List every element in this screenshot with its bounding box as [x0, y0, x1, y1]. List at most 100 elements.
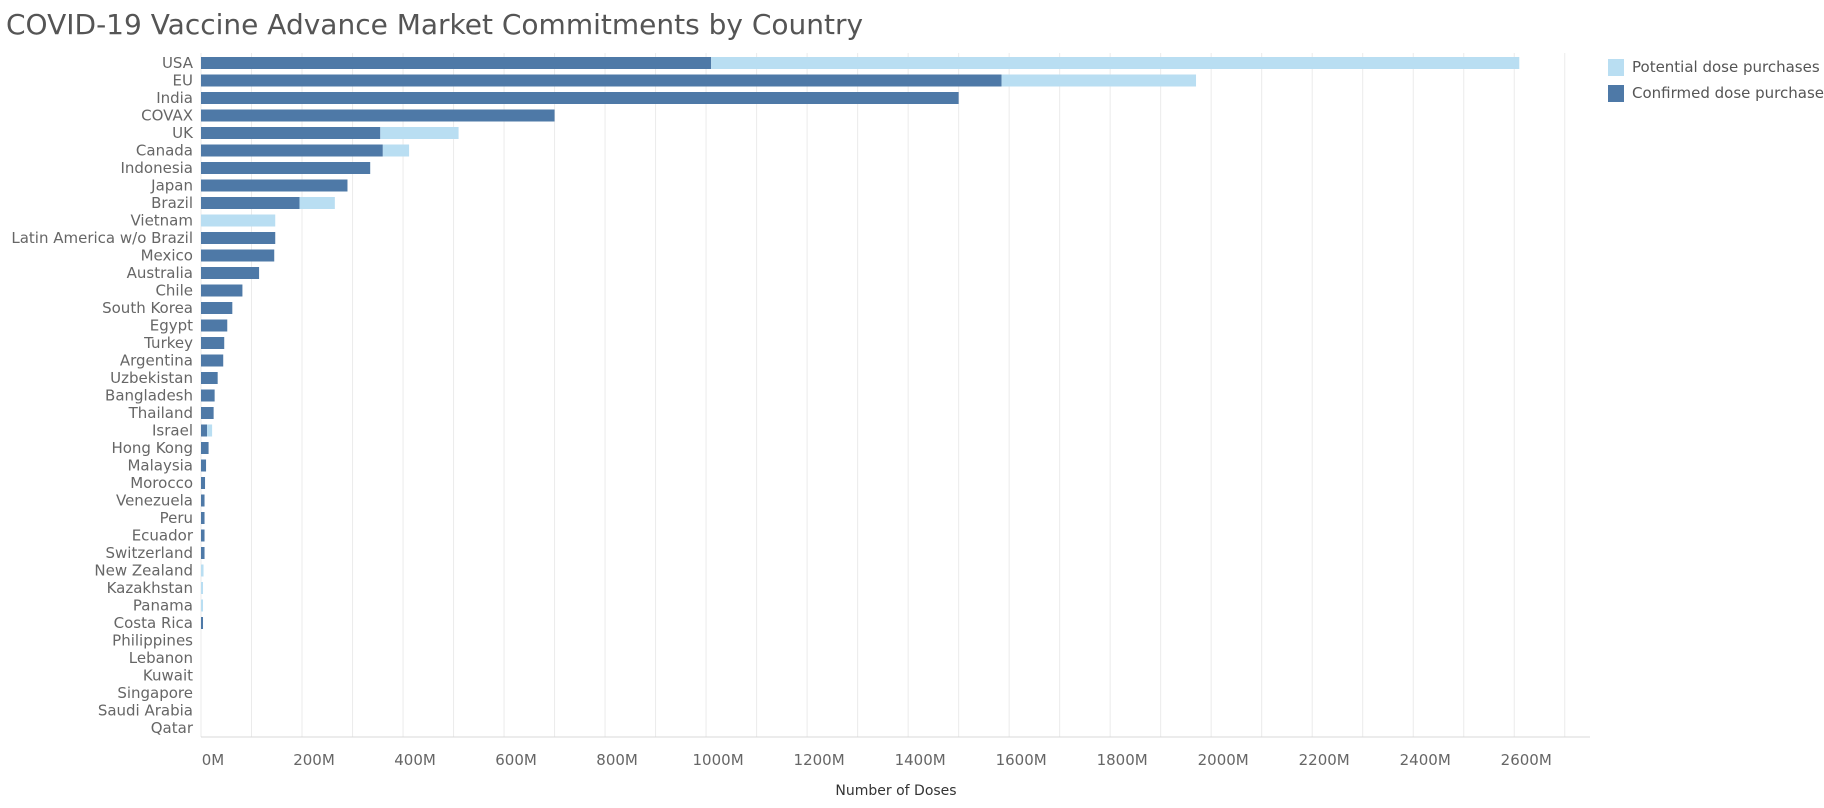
bar-confirmed[interactable] — [201, 162, 371, 174]
bar-confirmed[interactable] — [201, 144, 383, 157]
x-tick-label: 200M — [293, 751, 335, 769]
bar-potential[interactable] — [201, 582, 204, 594]
bar-confirmed[interactable] — [201, 354, 224, 367]
category-label: Kuwait — [143, 667, 193, 685]
x-tick-label: 800M — [596, 751, 638, 769]
bar-potential[interactable] — [1001, 74, 1197, 87]
bar-confirmed[interactable] — [201, 337, 225, 349]
page-title: COVID-19 Vaccine Advance Market Commitme… — [6, 8, 864, 41]
category-label: Lebanon — [129, 649, 193, 667]
bar-confirmed[interactable] — [201, 109, 555, 122]
category-label: South Korea — [102, 299, 193, 317]
x-tick-label: 1000M — [693, 751, 744, 769]
category-label: Bangladesh — [105, 387, 193, 405]
category-label: UK — [172, 124, 194, 142]
bar-confirmed[interactable] — [201, 459, 207, 472]
bar-potential[interactable] — [380, 127, 459, 139]
category-label: Ecuador — [132, 527, 194, 545]
category-label: Kazakhstan — [107, 579, 193, 597]
x-tick-label: 2600M — [1501, 751, 1552, 769]
category-label: Uzbekistan — [110, 369, 193, 387]
bar-confirmed[interactable] — [201, 232, 276, 244]
bar-confirmed[interactable] — [201, 127, 381, 139]
bar-confirmed[interactable] — [201, 477, 206, 489]
category-label: Morocco — [130, 474, 193, 492]
bar-potential[interactable] — [201, 214, 276, 227]
category-label: USA — [162, 54, 194, 72]
category-label: Japan — [150, 177, 193, 195]
bar-confirmed[interactable] — [201, 267, 260, 279]
x-tick-label: 1800M — [1097, 751, 1148, 769]
category-label: Thailand — [128, 404, 193, 422]
bar-confirmed[interactable] — [201, 547, 205, 559]
bar-potential[interactable] — [382, 144, 410, 157]
category-label: Malaysia — [127, 457, 193, 475]
category-label: India — [156, 89, 193, 107]
bar-confirmed[interactable] — [201, 302, 233, 314]
bar-confirmed[interactable] — [201, 424, 208, 437]
x-axis-title: Number of Doses — [835, 783, 956, 799]
bar-confirmed[interactable] — [201, 407, 214, 419]
bar-confirmed[interactable] — [201, 372, 218, 384]
category-label: Philippines — [112, 632, 193, 650]
category-label: Canada — [136, 142, 193, 160]
bar-confirmed[interactable] — [201, 442, 209, 454]
bar-confirmed[interactable] — [201, 249, 275, 262]
category-label: Venezuela — [116, 492, 193, 510]
bar-potential[interactable] — [201, 599, 204, 612]
x-tick-label: 1200M — [794, 751, 845, 769]
category-label: Singapore — [117, 684, 193, 702]
category-label: Panama — [133, 597, 193, 615]
category-label: Argentina — [120, 352, 193, 370]
bar-confirmed[interactable] — [201, 617, 204, 629]
legend-item-potential[interactable]: Potential dose purchases — [1608, 54, 1824, 80]
x-tick-label: 1400M — [895, 751, 946, 769]
category-label: EU — [173, 72, 193, 90]
category-label: Costa Rica — [114, 614, 193, 632]
x-tick-label: 2400M — [1400, 751, 1451, 769]
category-label: Vietnam — [130, 212, 193, 230]
bar-potential[interactable] — [711, 57, 1520, 69]
bar-confirmed[interactable] — [201, 74, 1002, 87]
bar-confirmed[interactable] — [201, 494, 205, 507]
category-label: Mexico — [141, 247, 193, 265]
bar-confirmed[interactable] — [201, 179, 348, 192]
bar-confirmed[interactable] — [201, 389, 215, 402]
bar-confirmed[interactable] — [201, 57, 712, 69]
category-label: New Zealand — [94, 562, 193, 580]
category-label: Saudi Arabia — [98, 702, 193, 720]
legend: Potential dose purchases Confirmed dose … — [1608, 54, 1824, 106]
potential-swatch — [1608, 58, 1624, 76]
bar-confirmed[interactable] — [201, 512, 205, 524]
category-label: Chile — [155, 282, 193, 300]
x-tick-label: 2000M — [1198, 751, 1249, 769]
x-tick-label: 600M — [495, 751, 537, 769]
confirmed-swatch — [1608, 84, 1624, 102]
bar-confirmed[interactable] — [201, 529, 205, 542]
legend-item-confirmed[interactable]: Confirmed dose purchases — [1608, 80, 1824, 106]
category-label: Turkey — [143, 334, 193, 352]
x-tick-label: 1600M — [996, 751, 1047, 769]
x-tick-label: 2200M — [1299, 751, 1350, 769]
category-label: Brazil — [151, 194, 193, 212]
bar-potential[interactable] — [299, 197, 335, 209]
legend-label-potential: Potential dose purchases — [1632, 58, 1820, 76]
category-label: Australia — [127, 264, 193, 282]
x-tick-label: 400M — [394, 751, 436, 769]
bar-potential[interactable] — [207, 424, 213, 437]
category-label: Switzerland — [106, 544, 194, 562]
category-label: Israel — [152, 422, 193, 440]
bar-confirmed[interactable] — [201, 197, 300, 209]
category-label: Indonesia — [120, 159, 193, 177]
category-label: Peru — [160, 509, 193, 527]
bar-confirmed[interactable] — [201, 284, 243, 297]
bar-confirmed[interactable] — [201, 319, 228, 332]
category-label: COVAX — [141, 107, 193, 125]
legend-label-confirmed: Confirmed dose purchases — [1632, 84, 1824, 102]
bar-confirmed[interactable] — [201, 92, 959, 104]
category-label: Hong Kong — [111, 439, 193, 457]
category-label: Latin America w/o Brazil — [11, 229, 193, 247]
bar-potential[interactable] — [201, 564, 204, 577]
category-label: Qatar — [151, 719, 194, 737]
